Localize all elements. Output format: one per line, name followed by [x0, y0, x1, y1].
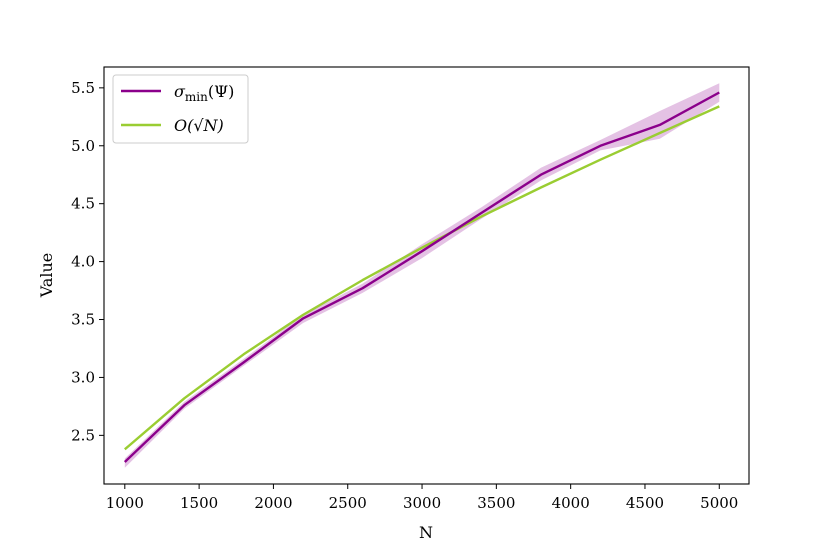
x-tick-label: 4500 [626, 494, 664, 512]
y-tick-label: 4.0 [71, 253, 95, 271]
y-tick-label: 2.5 [71, 426, 95, 444]
x-tick-label: 4000 [552, 494, 590, 512]
y-tick-label: 4.5 [71, 195, 95, 213]
series-lines [123, 91, 720, 463]
legend-label-sigma-subscript: min [185, 90, 208, 104]
legend-label-sigma-arg: (Ψ) [208, 82, 235, 101]
line-series-1 [124, 105, 720, 451]
x-tick-label: 1000 [106, 494, 144, 512]
y-tick-label: 3.0 [71, 368, 95, 386]
x-axis-ticks: 1000 1500 2000 2500 3000 3500 4000 4500 5000 [106, 484, 738, 512]
confidence-bands [124, 83, 720, 468]
x-tick-label: 5000 [700, 494, 738, 512]
legend-label-sigma-min: σmin(Ψ) [174, 82, 234, 104]
band-series-0 [124, 83, 720, 468]
line-series-0 [123, 91, 720, 463]
x-tick-label: 3500 [477, 494, 515, 512]
plot-frame [103, 66, 750, 485]
y-axis-ticks: 2.5 3.0 3.5 4.0 4.5 5.0 5.5 [71, 79, 104, 444]
legend-label-sigma-symbol: σ [174, 82, 186, 101]
x-tick-label: 1500 [180, 494, 218, 512]
y-tick-label: 3.5 [71, 311, 95, 329]
x-tick-label: 3000 [403, 494, 441, 512]
y-tick-label: 5.0 [71, 137, 95, 155]
x-tick-label: 2000 [254, 494, 292, 512]
legend-label-sqrt-n: O(√N) [174, 116, 224, 135]
y-axis-label: Value [37, 253, 56, 299]
x-axis-label: N [419, 523, 433, 542]
y-tick-label: 5.5 [71, 79, 95, 97]
legend: σmin(Ψ) O(√N) [112, 74, 249, 144]
x-tick-label: 2500 [329, 494, 367, 512]
